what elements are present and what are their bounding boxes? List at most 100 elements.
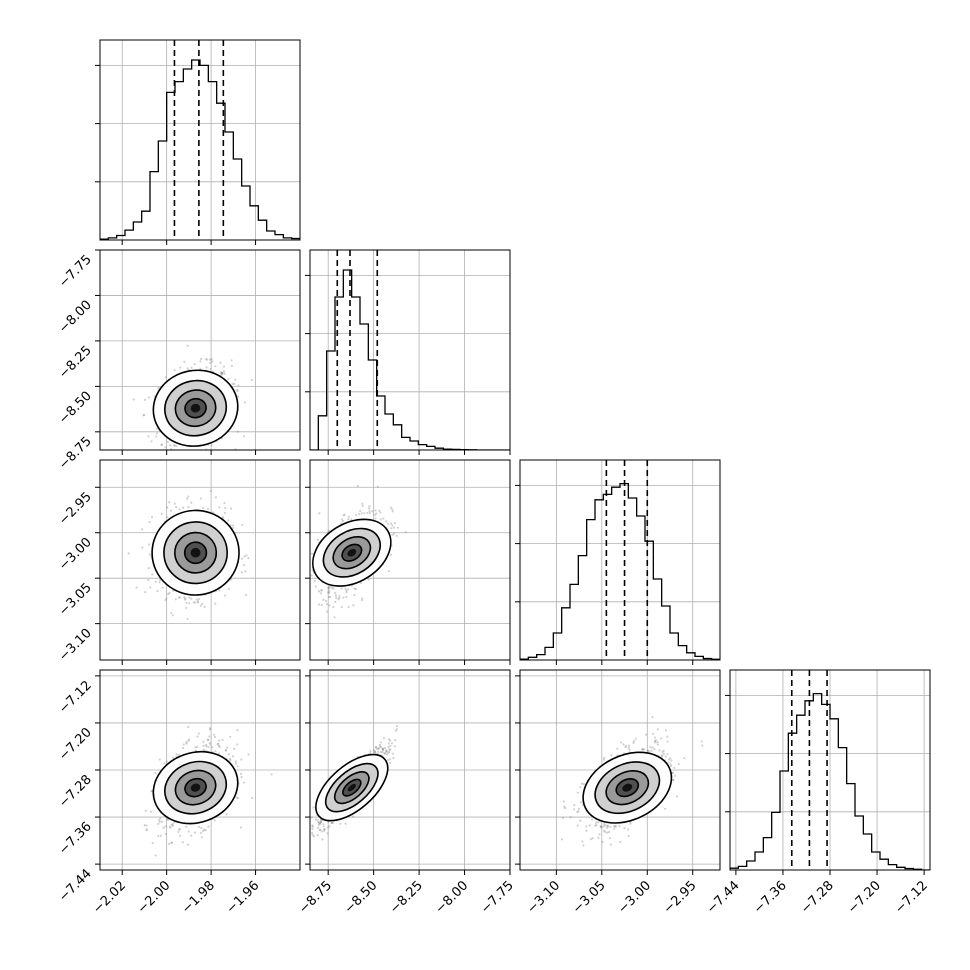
sample-point [360,512,363,515]
sample-point [662,749,665,752]
sample-point [387,751,390,754]
sample-point [158,579,162,582]
sample-point [177,452,179,454]
sample-point [157,822,160,826]
sample-point [219,371,222,374]
sample-point [176,478,178,480]
sample-point [199,497,203,500]
sample-point [683,756,686,760]
sample-point [334,594,338,597]
sample-point [373,750,377,754]
sample-point [359,581,363,585]
sample-point [307,846,309,848]
sample-point [391,533,394,536]
sample-point [207,745,210,749]
sample-point [157,386,160,389]
sample-point [178,595,181,599]
sample-point [163,762,166,765]
sample-point [338,596,341,599]
y-tick-label: −2.95 [56,489,95,528]
sample-point [165,597,168,600]
y-tick-label: −7.75 [56,252,95,291]
sample-point [227,519,230,522]
y-tick-label: −8.25 [56,343,95,382]
sample-point [331,821,335,824]
sample-point [320,603,323,607]
sample-point [337,598,340,601]
sample-point [207,825,210,828]
sample-point [240,775,243,779]
sample-point [381,750,384,754]
sample-point [171,453,173,455]
sample-point [147,435,150,438]
sample-point [217,744,220,747]
sample-point [317,590,321,593]
sample-point [181,746,185,750]
y-tick-label: −8.50 [56,389,95,428]
sample-point [149,586,152,589]
sample-point [378,743,381,747]
sample-point [383,752,386,755]
sample-point [193,363,196,366]
sample-point [310,574,313,577]
sample-point [206,738,209,741]
sample-point [387,570,391,573]
sample-point [379,511,382,514]
sample-point [230,359,233,362]
sample-point [352,604,355,607]
sample-point [230,364,233,367]
sample-point [389,748,392,751]
sample-point [236,729,239,732]
sample-point [217,742,220,745]
sample-point [227,378,230,381]
sample-point [154,854,157,857]
sample-point [318,828,322,831]
sample-point [234,378,237,381]
sample-point [316,819,319,822]
sample-point [178,828,181,831]
sample-point [627,828,630,831]
sample-point [335,596,338,600]
x-tick-label: −7.20 [845,878,884,917]
panel-frame [519,459,721,661]
sample-point [334,591,337,595]
sample-point [170,841,174,844]
sample-point [234,762,237,765]
sample-point [311,827,314,830]
sample-point [354,588,357,591]
sample-point [624,744,627,747]
sample-point [385,753,389,756]
sample-point [187,495,190,498]
sample-point [145,824,148,827]
sample-point [233,747,236,750]
sample-point [160,512,163,515]
sample-point [312,835,316,838]
sample-point [327,596,331,599]
sample-point [186,497,189,500]
sample-point [147,566,150,570]
sample-point [144,809,147,813]
sample-point [220,372,223,375]
sample-point [213,735,217,739]
sample-point [221,738,224,742]
sample-point [582,783,585,786]
sample-point [211,360,214,363]
sample-point [323,829,326,832]
sample-point [390,527,393,530]
scatter-panel-1-0: −8.75−8.50−8.25−8.00−7.75 [56,249,301,480]
sample-point [347,515,350,518]
sample-point [333,616,336,619]
sample-point [176,456,178,458]
sample-point [660,737,663,740]
sample-point [142,414,145,417]
sample-point [310,816,314,819]
sample-point [211,746,214,749]
sample-point [218,745,221,748]
sample-point [368,511,371,515]
sample-point [340,518,344,521]
sample-point [345,589,348,592]
sample-point [660,754,663,757]
sample-point [311,824,314,827]
sample-point [240,571,244,574]
